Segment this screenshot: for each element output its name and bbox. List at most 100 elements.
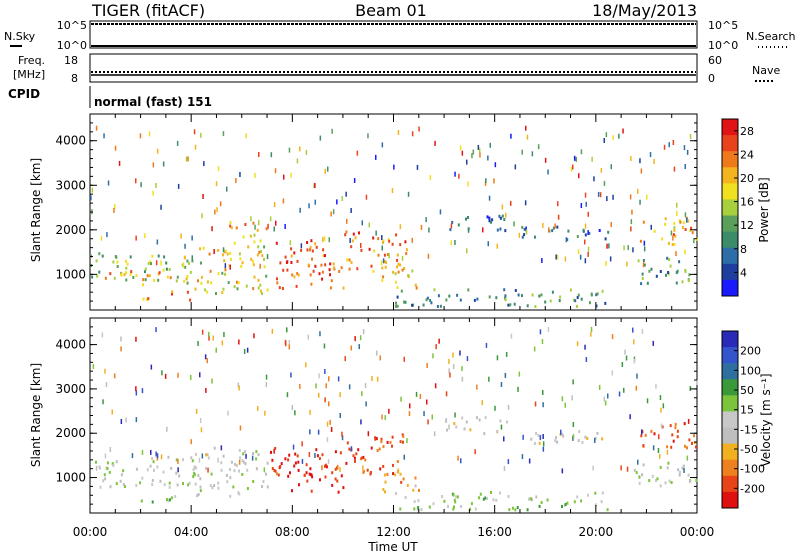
velocity-echo-cell (99, 485, 102, 489)
power-echo-cell (504, 298, 507, 302)
velocity-echo-cell (540, 501, 543, 504)
power-echo-cell (197, 279, 199, 283)
velocity-echo-cell (119, 479, 122, 483)
power-echo-cell (664, 217, 667, 221)
power-echo-cell (637, 259, 640, 263)
velocity-scatter-cell (308, 452, 311, 457)
velocity-echo-cell (106, 461, 109, 465)
colorbar-swatch (722, 347, 738, 364)
velocity-echo-cell (287, 458, 290, 462)
velocity-scatter-cell (590, 331, 592, 337)
velocity-echo-cell (492, 498, 495, 502)
velocity-echo-cell (380, 440, 383, 444)
power-echo-cell (396, 295, 399, 299)
power-echo-cell (252, 263, 255, 267)
velocity-echo-cell (453, 505, 455, 509)
velocity-echo-cell (445, 419, 447, 423)
power-scatter-cell (548, 227, 550, 233)
velocity-echo-cell (394, 473, 397, 477)
velocity-echo-cell (277, 473, 280, 477)
power-scatter-cell (381, 245, 383, 251)
velocity-echo-cell (241, 473, 244, 476)
velocity-echo-cell (156, 465, 159, 469)
power-scatter-cell (213, 249, 215, 254)
power-scatter-cell (314, 183, 316, 188)
power-scatter-cell (353, 178, 356, 183)
power-scatter-cell (336, 199, 338, 205)
power-echo-cell (345, 230, 348, 234)
power-echo-cell (351, 239, 354, 243)
velocity-echo-cell (334, 477, 337, 481)
power-echo-cell (125, 271, 128, 275)
power-echo-cell (556, 225, 559, 229)
power-scatter-cell (472, 149, 475, 155)
velocity-scatter-cell (359, 335, 362, 341)
power-echo-cell (186, 275, 189, 278)
power-echo-cell (165, 261, 168, 265)
velocity-scatter-cell (452, 352, 454, 358)
velocity-scatter-cell (403, 356, 405, 362)
velocity-scatter-cell (539, 329, 542, 335)
power-echo-cell (445, 298, 448, 302)
velocity-scatter-cell (251, 455, 254, 461)
power-echo-cell (126, 262, 129, 266)
power-scatter-cell (600, 167, 603, 173)
colorbar-tick-label: 12 (740, 219, 754, 232)
velocity-scatter-cell (341, 431, 343, 437)
velocity-echo-cell (452, 507, 455, 511)
power-scatter-cell (513, 221, 515, 227)
velocity-echo-cell (168, 481, 171, 485)
velocity-scatter-cell (207, 467, 209, 473)
power-scatter-cell (578, 173, 580, 179)
power-echo-cell (314, 242, 317, 246)
velocity-scatter-cell (135, 386, 137, 392)
velocity-scatter-cell (419, 394, 422, 399)
velocity-scatter-cell (164, 373, 167, 379)
velocity-echo-cell (318, 457, 321, 460)
power-scatter-cell (439, 209, 442, 215)
velocity-echo-cell (182, 458, 184, 462)
power-scatter-cell (217, 166, 220, 172)
power-echo-cell (531, 293, 534, 297)
velocity-scatter-cell (328, 401, 330, 407)
power-echo-cell (253, 233, 256, 237)
power-echo-cell (643, 263, 646, 267)
power-echo-cell (266, 288, 269, 292)
power-echo-cell (150, 262, 152, 266)
velocity-echo-cell (217, 481, 220, 485)
power-scatter-cell (273, 226, 275, 232)
date-label: 18/May/2013 (592, 1, 697, 20)
velocity-scatter-cell (431, 414, 433, 420)
velocity-scatter-cell (329, 419, 331, 425)
velocity-scatter-cell (522, 434, 524, 440)
velocity-echo-cell (266, 461, 269, 465)
velocity-scatter-cell (500, 382, 503, 387)
velocity-scatter-cell (507, 459, 510, 465)
velocity-scatter-cell (632, 327, 634, 333)
power-scatter-cell (254, 172, 256, 178)
velocity-echo-cell (554, 439, 557, 443)
velocity-echo-cell (255, 457, 258, 461)
power-scatter-cell (407, 191, 410, 197)
velocity-echo-cell (561, 505, 563, 508)
power-echo-cell (290, 261, 293, 264)
velocity-echo-cell (244, 462, 247, 466)
power-echo-cell (329, 286, 332, 290)
velocity-scatter-cell (379, 355, 381, 361)
power-echo-cell (241, 261, 244, 265)
power-echo-cell (676, 269, 679, 273)
velocity-echo-cell (586, 493, 589, 497)
velocity-echo-cell (331, 471, 334, 475)
power-echo-cell (350, 245, 353, 249)
power-echo-cell (684, 228, 687, 231)
power-scatter-cell (296, 158, 299, 164)
power-echo-cell (678, 260, 681, 264)
power-echo-cell (696, 237, 698, 241)
power-echo-cell (384, 260, 387, 264)
power-scatter-cell (580, 203, 583, 208)
velocity-echo-cell (507, 495, 510, 498)
velocity-scatter-cell (220, 445, 223, 451)
power-echo-cell (175, 279, 178, 283)
velocity-echo-cell (395, 492, 397, 495)
power-ytick-label: 4000 (55, 134, 86, 148)
